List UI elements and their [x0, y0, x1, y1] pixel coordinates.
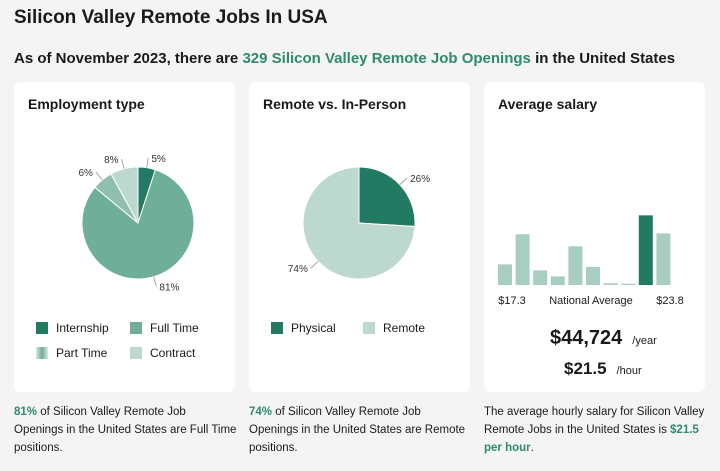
salary-bar	[550, 276, 565, 285]
remote-card-title: Remote vs. In-Person	[263, 96, 407, 112]
salary-bar	[515, 234, 530, 285]
legend-part-time: Part Time	[36, 346, 107, 360]
pie-label-remote: 74%	[288, 264, 308, 275]
pie-leader-line	[95, 171, 103, 181]
salary-bar	[498, 264, 512, 285]
legend-remote: Remote	[363, 321, 425, 335]
legend-swatch	[36, 322, 48, 334]
legend-contract: Contract	[130, 346, 195, 360]
salary-yearly-unit: /year	[632, 335, 657, 347]
legend-label: Part Time	[56, 346, 108, 360]
pie-leader-line	[146, 157, 149, 168]
salary-hourly: $21.5 /hour	[564, 359, 642, 379]
tick-label-low: $17.3	[498, 295, 526, 307]
pie-slice-physical	[358, 166, 416, 228]
subtitle-prefix: As of November 2023, there are	[14, 50, 239, 67]
pie-slice-contract	[110, 166, 139, 224]
pie-leader-line	[153, 276, 157, 287]
legend-internship: Internship	[36, 321, 109, 335]
salary-bar	[603, 283, 618, 285]
pie-leader-line	[310, 261, 319, 269]
tick-label-high: $23.8	[656, 295, 684, 307]
legend-label: Remote	[383, 321, 426, 335]
salary-bar	[568, 246, 583, 285]
salary-bar	[533, 270, 548, 285]
pie-leader-line	[121, 158, 125, 169]
tick-label-national-average: National Average	[549, 295, 633, 307]
employment-footer-pct: 81%	[14, 406, 38, 418]
legend-swatch	[130, 347, 142, 359]
employment-pie-chart: 5% 81% 6% 8%	[78, 154, 195, 293]
pie-label-contract: 8%	[104, 155, 119, 166]
salary-footer-end: .	[530, 442, 534, 454]
remote-footer-text: of Silicon Valley Remote Job Openings in…	[249, 406, 466, 454]
salary-footer-text: The average hourly salary for Silicon Va…	[484, 406, 705, 436]
salary-yearly: $44,724 /year	[550, 327, 657, 350]
salary-hourly-unit: /hour	[616, 365, 642, 377]
salary-card-title: Average salary	[498, 96, 598, 112]
salary-hourly-value: $21.5	[564, 359, 607, 378]
legend-full-time: Full Time	[130, 321, 199, 335]
legend-label: Full Time	[150, 321, 199, 335]
salary-bar-chart: $17.3 National Average $23.8	[498, 215, 684, 307]
legend-swatch	[271, 322, 283, 334]
page-subtitle: As of November 2023, there are 329 Silic…	[14, 50, 675, 67]
legend-label: Contract	[150, 346, 196, 360]
page-title: Silicon Valley Remote Jobs In USA	[14, 7, 328, 28]
salary-footer-highlight: $21.5 per hour	[484, 424, 699, 454]
salary-yearly-value: $44,724	[550, 327, 623, 349]
salary-bar	[656, 233, 671, 285]
subtitle-suffix: in the United States	[535, 50, 676, 67]
legend-swatch	[36, 347, 48, 359]
pie-leader-line	[399, 177, 408, 185]
legend-swatch	[130, 322, 142, 334]
salary-footer: The average hourly salary for Silicon Va…	[484, 403, 708, 457]
pie-label-internship: 5%	[151, 154, 166, 165]
remote-footer-pct: 74%	[249, 406, 273, 418]
pie-label-full-time: 81%	[159, 282, 179, 293]
remote-card: Remote vs. In-Person 26% 74% Physical Rem…	[249, 82, 470, 392]
salary-bar	[638, 215, 653, 285]
pie-slice-full-time	[81, 169, 195, 280]
remote-footer: 74% of Silicon Valley Remote Job Opening…	[249, 403, 473, 457]
legend-label: Physical	[291, 321, 336, 335]
pie-label-physical: 26%	[410, 174, 430, 185]
salary-bar	[621, 283, 636, 285]
legend-swatch	[363, 322, 375, 334]
employment-footer: 81% of Silicon Valley Remote Job Opening…	[14, 403, 238, 457]
salary-card: Average salary $17.3 National Average $2…	[484, 82, 705, 392]
employment-type-card: Employment type 5% 81% 6% 8% Internship Ful…	[14, 82, 235, 392]
pie-label-part-time: 6%	[78, 168, 93, 179]
employment-card-title: Employment type	[28, 96, 145, 112]
employment-footer-text: of Silicon Valley Remote Job Openings in…	[14, 406, 237, 454]
legend-physical: Physical	[271, 321, 336, 335]
salary-bar	[586, 266, 600, 285]
legend-label: Internship	[56, 321, 109, 335]
subtitle-highlight: 329 Silicon Valley Remote Job Openings	[242, 50, 531, 67]
remote-pie-chart: 26% 74%	[288, 166, 430, 280]
